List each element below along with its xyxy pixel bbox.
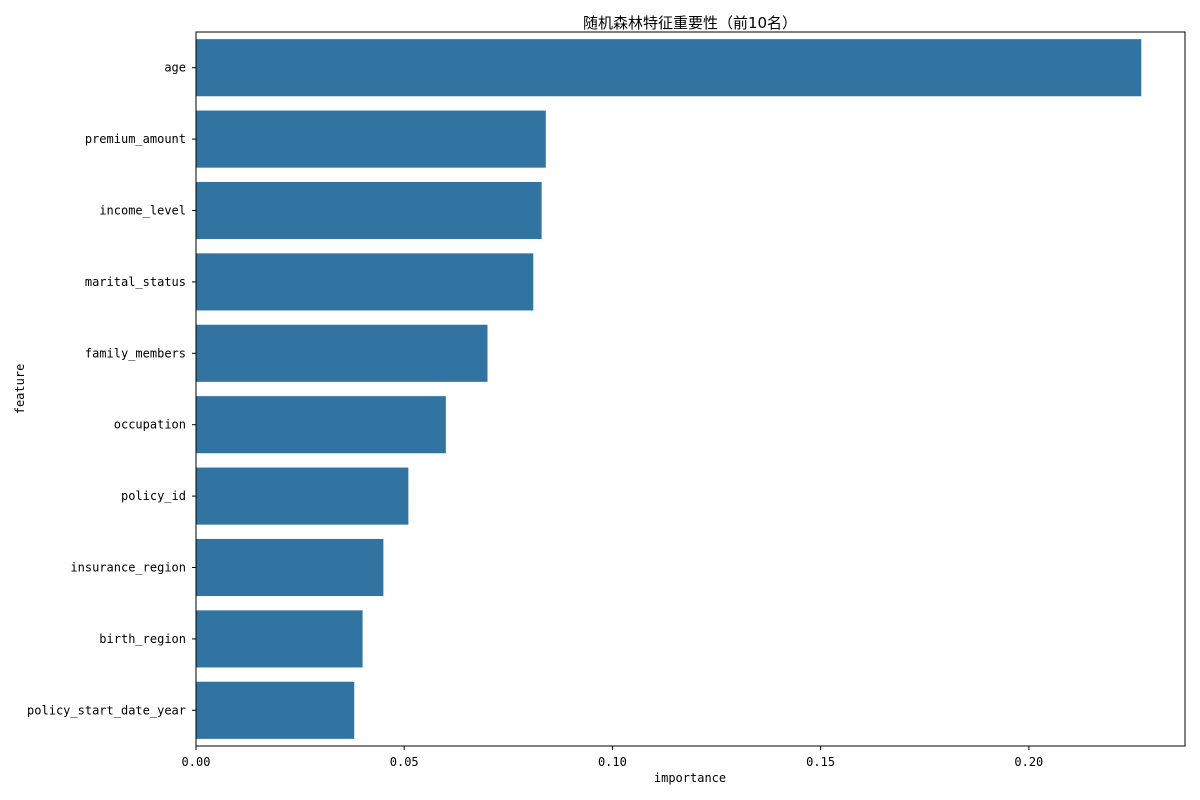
y-tick-label: occupation [114, 418, 186, 432]
y-tick-label: income_level [99, 204, 186, 218]
bar-family_members [196, 324, 488, 382]
x-tick-label: 0.20 [1014, 755, 1043, 769]
y-tick-label: policy_id [121, 489, 186, 503]
x-tick-label: 0.10 [598, 755, 627, 769]
y-tick-label: policy_start_date_year [27, 703, 186, 717]
y-tick-label: insurance_region [70, 561, 186, 575]
bar-marital_status [196, 253, 534, 311]
bar-premium_amount [196, 110, 546, 168]
x-axis-label: importance [654, 771, 726, 785]
x-tick-label: 0.05 [390, 755, 419, 769]
x-ticks-group: 0.00 0.05 0.10 0.15 0.20 [182, 746, 1043, 769]
y-tick-label: family_members [85, 346, 186, 360]
bar-birth_region [196, 610, 363, 668]
bar-occupation [196, 396, 446, 454]
bar-insurance_region [196, 538, 384, 597]
y-ticks-group: age premium_amount income_level marital_sta… [27, 61, 196, 717]
bar-income_level [196, 181, 542, 240]
bar-policy_start_date_year [196, 681, 355, 739]
y-axis-label: feature [13, 364, 27, 415]
y-tick-label: premium_amount [85, 132, 186, 146]
x-tick-label: 0.15 [806, 755, 835, 769]
y-tick-label: age [164, 61, 186, 75]
x-tick-label: 0.00 [182, 755, 211, 769]
plot-frame [195, 31, 1186, 747]
bars-group [196, 39, 1142, 739]
y-tick-label: marital_status [85, 275, 186, 289]
bar-policy_id [196, 467, 409, 525]
bar-age [196, 39, 1142, 97]
chart-title: 随机森林特征重要性（前10名） [583, 14, 797, 32]
y-tick-label: birth_region [99, 632, 186, 646]
